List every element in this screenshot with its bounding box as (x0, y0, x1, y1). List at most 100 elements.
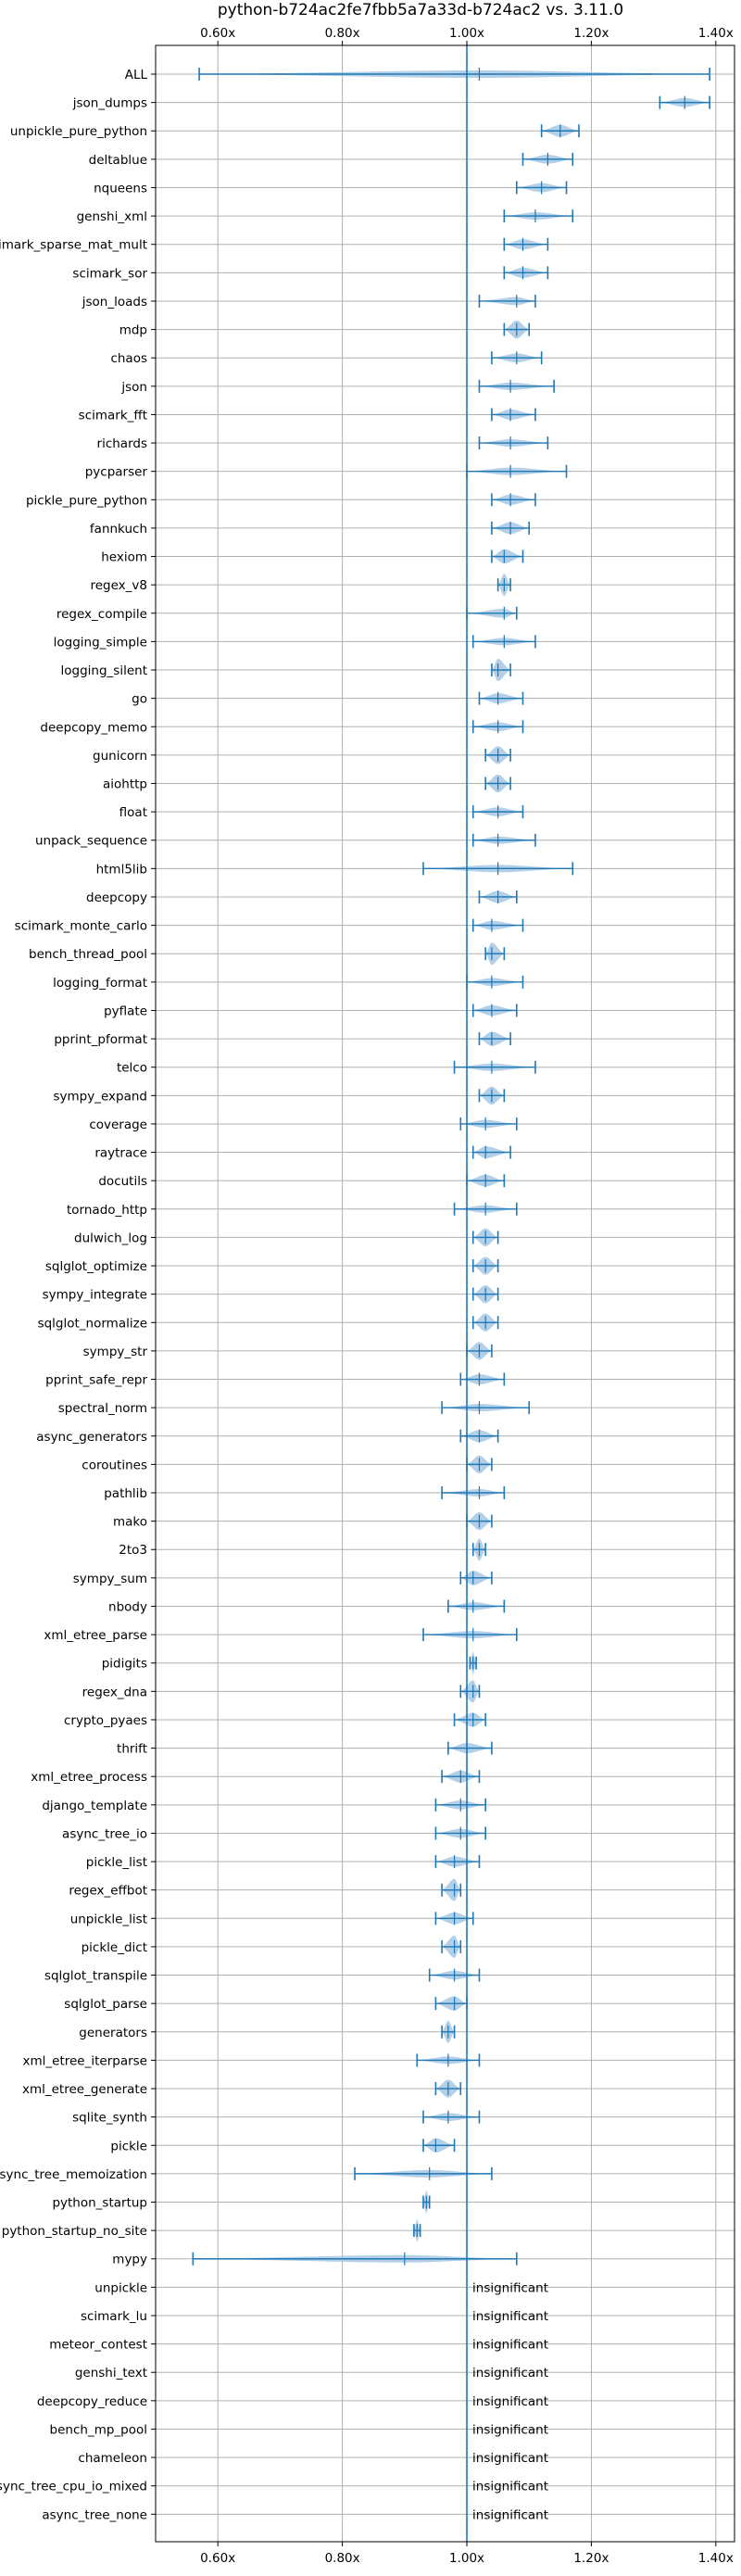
benchmark-label: mako (113, 1515, 147, 1530)
benchmark-label: unpickle_pure_python (10, 124, 147, 139)
benchmark-label: sqlglot_normalize (38, 1316, 147, 1331)
grid-layer (156, 45, 735, 2542)
x-tick-label-bottom: 0.80x (325, 2551, 360, 2566)
benchmark-label: unpickle (94, 2280, 147, 2295)
insignificant-label: insignificant (472, 2366, 548, 2380)
benchmark-label: sqlglot_optimize (45, 1259, 147, 1274)
benchmark-label: pickle_dict (82, 1940, 147, 1955)
insignificant-label: insignificant (472, 2394, 548, 2409)
benchmark-label: unpack_sequence (35, 834, 147, 849)
benchmark-label: sympy_str (83, 1345, 148, 1359)
benchmark-label: xml_etree_iterparse (23, 2053, 148, 2068)
benchmark-label: json (120, 380, 147, 395)
benchmark-label: regex_dna (82, 1685, 147, 1699)
benchmark-label: genshi_text (75, 2366, 147, 2380)
benchmark-label: dulwich_log (74, 1231, 147, 1245)
benchmark-label: sympy_integrate (43, 1288, 147, 1303)
benchmark-label: gunicorn (93, 749, 147, 764)
benchmark-label: python_startup (52, 2196, 147, 2211)
benchmark-label: scimark_lu (81, 2309, 147, 2324)
benchmark-label: json_dumps (72, 96, 147, 111)
benchmark-label: async_tree_memoization (0, 2167, 147, 2182)
benchmark-label: bench_mp_pool (50, 2422, 147, 2437)
benchmark-label: generators (79, 2026, 147, 2040)
benchmark-label: pprint_safe_repr (45, 1373, 147, 1388)
benchmark-label: richards (97, 436, 147, 451)
benchmark-label: deepcopy (86, 890, 147, 905)
benchmark-label: nqueens (94, 181, 147, 196)
benchmark-label: scimark_sparse_mat_mult (0, 238, 147, 253)
insignificant-label: insignificant (472, 2507, 548, 2522)
benchmark-label: thrift (117, 1742, 147, 1757)
x-tick-label-bottom: 1.00x (449, 2551, 484, 2566)
benchmark-label: mypy (112, 2253, 147, 2267)
benchmark-label: pyflate (104, 1004, 147, 1018)
benchmark-label: fannkuch (90, 522, 147, 537)
benchmark-label: scimark_fft (79, 408, 147, 423)
benchmark-label: docutils (98, 1174, 147, 1189)
x-tick-label-top: 0.60x (200, 26, 235, 41)
benchmark-label: coverage (89, 1118, 147, 1132)
benchmark-label: raytrace (94, 1146, 147, 1161)
plot-frame (155, 44, 735, 2543)
benchmark-label: regex_v8 (90, 578, 147, 593)
benchmark-label: scimark_sor (72, 266, 147, 281)
benchmark-label: tornado_http (67, 1203, 147, 1218)
benchmark-label: json_loads (82, 295, 147, 309)
x-tick-label-bottom: 0.60x (200, 2551, 235, 2566)
benchmark-label: deltablue (89, 153, 147, 168)
benchmark-label: sympy_sum (73, 1572, 147, 1586)
benchmark-label: bench_thread_pool (29, 947, 147, 962)
insignificant-label: insignificant (472, 2480, 548, 2494)
benchmark-label: pickle_pure_python (26, 493, 147, 508)
benchmark-label: sqlglot_transpile (44, 1969, 147, 1984)
benchmark-label: float (119, 805, 147, 820)
benchmark-label: logging_silent (61, 663, 147, 678)
benchmark-label: async_tree_none (42, 2507, 147, 2522)
benchmark-label: coroutines (82, 1458, 147, 1472)
benchmark-label: scimark_monte_carlo (15, 919, 147, 934)
benchmark-label: deepcopy_memo (40, 720, 147, 735)
benchmark-label: python_startup_no_site (2, 2224, 147, 2239)
benchmark-label: telco (117, 1061, 147, 1076)
x-tick-label-top: 1.40x (698, 26, 734, 41)
x-tick-label-top: 1.20x (573, 26, 609, 41)
benchmark-label: django_template (42, 1799, 147, 1813)
benchmark-label: sympy_expand (53, 1089, 147, 1104)
benchmark-label: go (132, 692, 147, 707)
benchmark-label: pprint_pformat (54, 1032, 147, 1047)
benchmark-label: pickle (110, 2139, 147, 2153)
benchmark-label: async_generators (36, 1430, 147, 1445)
benchmark-label: ALL (125, 68, 148, 82)
violin-layer (192, 45, 710, 2542)
benchmark-label: aiohttp (103, 777, 147, 792)
label-layer: ALL json_dumps unpickle_pure_pythondeltabl… (0, 68, 548, 2522)
benchmark-label: pidigits (102, 1657, 147, 1672)
benchmark-label: genshi_xml (77, 209, 147, 224)
benchmark-label: deepcopy_reduce (37, 2394, 147, 2409)
benchmark-label: xml_etree_process (31, 1770, 147, 1785)
benchmark-label: pathlib (104, 1486, 147, 1501)
benchmark-label: sqlite_synth (72, 2111, 147, 2126)
x-tick-label-top: 0.80x (325, 26, 360, 41)
insignificant-label: insignificant (472, 2309, 548, 2324)
insignificant-label: insignificant (472, 2338, 548, 2353)
x-tick-label-bottom: 1.20x (573, 2551, 609, 2566)
benchmark-label: async_tree_cpu_io_mixed (0, 2480, 147, 2494)
benchmark-label: meteor_contest (49, 2338, 147, 2353)
benchmark-label: nbody (108, 1599, 147, 1614)
benchmark-label: pickle_list (86, 1855, 147, 1870)
benchmark-label: chaos (110, 351, 147, 366)
benchmark-label: pycparser (85, 465, 148, 480)
tick-layer: 0.60x 0.60x 0.80x 0.80x 1.00x 1.00x 1.20x 1.20x… (151, 26, 734, 2566)
benchmark-label: xml_etree_generate (22, 2082, 147, 2097)
benchmark-label: chameleon (78, 2451, 147, 2466)
insignificant-label: insignificant (472, 2280, 548, 2295)
x-tick-label-top: 1.00x (449, 26, 484, 41)
benchmark-label: html5lib (96, 862, 147, 877)
chart-title: python-b724ac2fe7fbb5a7a33d-b724ac2 vs. … (218, 1, 623, 19)
insignificant-label: insignificant (472, 2422, 548, 2437)
benchmark-label: sqlglot_parse (64, 1997, 147, 2012)
benchmark-label: regex_effbot (69, 1884, 147, 1899)
